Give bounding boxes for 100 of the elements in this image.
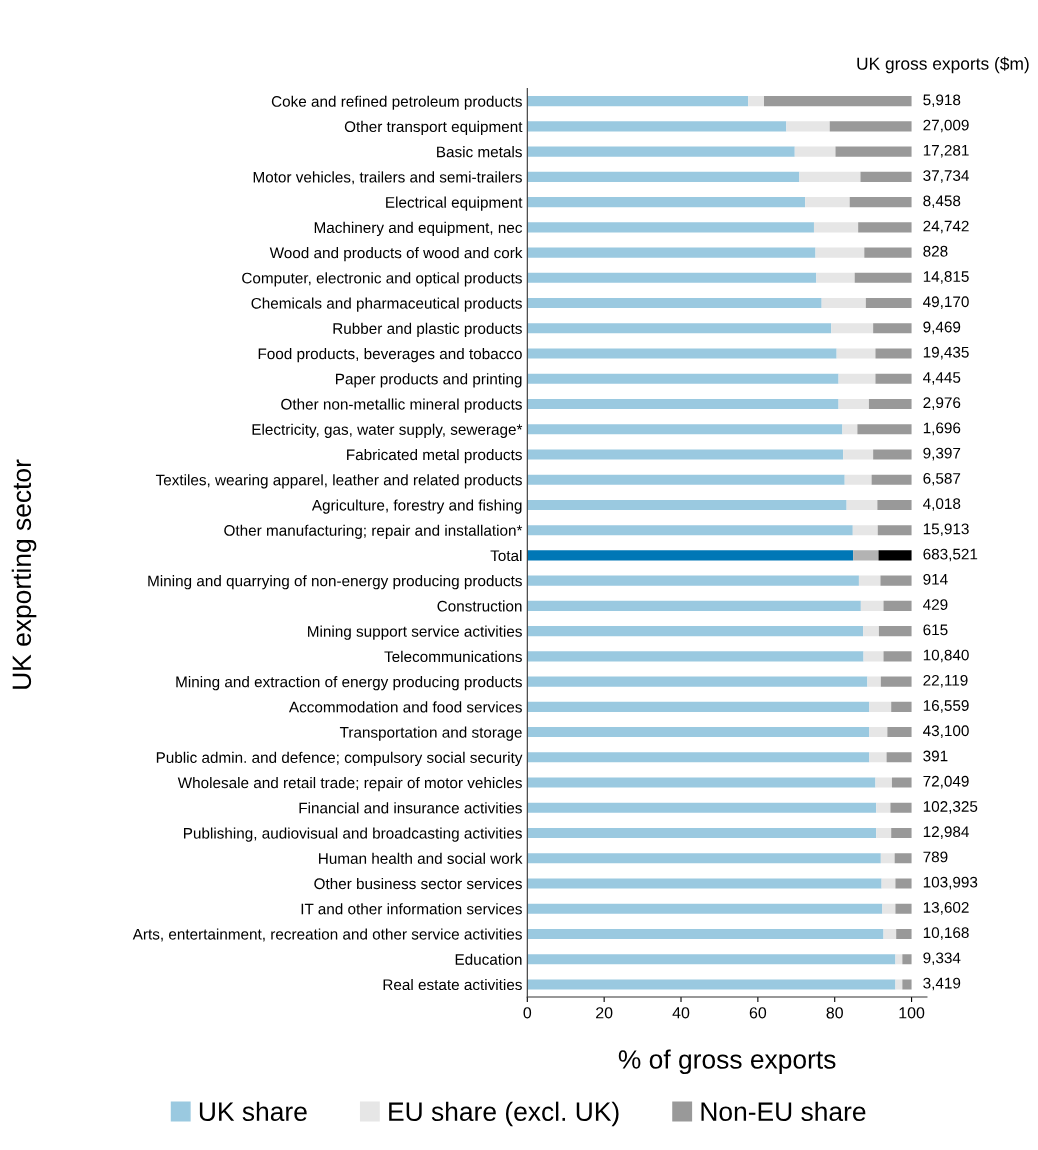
bar: [527, 954, 896, 965]
bar: [852, 525, 878, 536]
y-tick-label: Fabricated metal products: [347, 448, 522, 464]
y-tick-label: Public admin. and defence; compulsory social security: [156, 751, 523, 767]
bar: [748, 96, 765, 107]
bar: [878, 550, 912, 561]
annotation: 828: [923, 245, 948, 257]
bar: [895, 979, 903, 990]
bar: [786, 121, 830, 132]
bar: [863, 626, 879, 637]
annotation: 6,587: [923, 472, 961, 486]
bar: [527, 424, 843, 435]
annotation: 22,119: [923, 674, 968, 688]
bar: [873, 449, 912, 460]
annotation: 17,281: [923, 144, 969, 158]
bar: [527, 298, 822, 309]
bar: [527, 550, 854, 561]
bar: [821, 298, 866, 309]
bar: [527, 626, 864, 637]
bar: [527, 752, 870, 763]
bar: [882, 903, 896, 914]
bar: [880, 575, 912, 586]
bar: [764, 96, 912, 107]
legend-label: Non-EU share: [701, 1101, 866, 1122]
annotation: 9,469: [923, 321, 961, 335]
bar: [527, 146, 795, 157]
bar: [527, 928, 884, 940]
y-tick-label: Textiles, wearing apparel, leather and related products: [155, 474, 522, 489]
y-tick-label: Financial and insurance activities: [299, 802, 522, 814]
bar: [527, 398, 839, 410]
bar: [877, 499, 912, 510]
bar: [890, 802, 912, 813]
bar: [868, 398, 912, 410]
bar: [857, 424, 912, 435]
bar: [880, 853, 895, 864]
bar: [527, 197, 806, 208]
bar: [846, 499, 878, 510]
y-axis-title: UK exporting sector: [11, 459, 37, 689]
annotation: 4,018: [923, 498, 961, 511]
bar: [875, 777, 892, 788]
annotation: 15,913: [923, 523, 969, 537]
bar: [527, 449, 844, 460]
annotation: 9,334: [923, 952, 961, 966]
bar: [849, 197, 912, 208]
bar: [527, 373, 839, 384]
bar: [883, 600, 912, 611]
bar: [527, 575, 859, 586]
annotation: 14,815: [923, 271, 969, 284]
bar: [869, 727, 888, 738]
y-tick-label: Wholesale and retail trade; repair of motor vehicles: [177, 777, 522, 792]
y-tick-label: Mining and quarrying of non-energy producing products: [148, 575, 522, 590]
annotation: 429: [923, 599, 948, 610]
annotation: 19,435: [923, 346, 969, 360]
bar: [895, 878, 912, 889]
bar: [875, 373, 912, 384]
annotation: 24,742: [923, 220, 969, 234]
bar: [891, 827, 912, 839]
annotation: 16,559: [923, 700, 969, 713]
bar: [871, 474, 912, 485]
legend-label: UK share: [199, 1101, 307, 1122]
annotation: 12,984: [923, 826, 969, 839]
y-tick-label: Construction: [437, 600, 522, 612]
text: UK gross exports ($m): [857, 56, 1029, 74]
bar: [527, 701, 870, 712]
bar: [527, 853, 881, 864]
bar: [835, 146, 912, 157]
bar: [794, 146, 836, 157]
annotation: 391: [923, 750, 948, 762]
y-tick-label: Coke and refined petroleum products: [271, 95, 522, 110]
annotation: 72,049: [923, 775, 969, 789]
bar: [865, 298, 912, 309]
y-tick-label: Other transport equipment: [344, 120, 523, 136]
annotation: 10,168: [923, 927, 969, 940]
y-tick-label: Publishing, audiovisual and broadcasting activities: [184, 827, 522, 842]
y-tick-label: Basic metals: [437, 146, 522, 158]
annotation: 2,976: [923, 397, 961, 410]
x-tick-label: 60: [749, 1007, 767, 1019]
annotation: 10,840: [923, 649, 969, 663]
bar: [902, 979, 912, 990]
bar: [527, 272, 817, 283]
bar: [527, 676, 868, 687]
x-axis-title: % of gross exports: [618, 1049, 836, 1075]
bar: [527, 474, 845, 485]
bar: [527, 903, 883, 914]
annotation: 615: [923, 624, 948, 636]
bar: [854, 272, 912, 283]
annotation: 102,325: [923, 801, 978, 814]
bar: [527, 802, 877, 813]
bar: [883, 651, 912, 662]
bar: [902, 954, 912, 965]
y-tick-label: Motor vehicles, trailers and semi-trailers: [253, 171, 522, 185]
x-tick-label: 80: [826, 1007, 843, 1019]
y-tick-label: IT and other information services: [301, 903, 522, 915]
bar: [829, 121, 912, 132]
y-tick-label: Education: [455, 953, 522, 965]
bar: [527, 348, 837, 359]
bar: [831, 323, 874, 334]
bar: [816, 272, 855, 283]
y-tick-label: Total: [490, 549, 522, 562]
bar: [867, 676, 881, 687]
